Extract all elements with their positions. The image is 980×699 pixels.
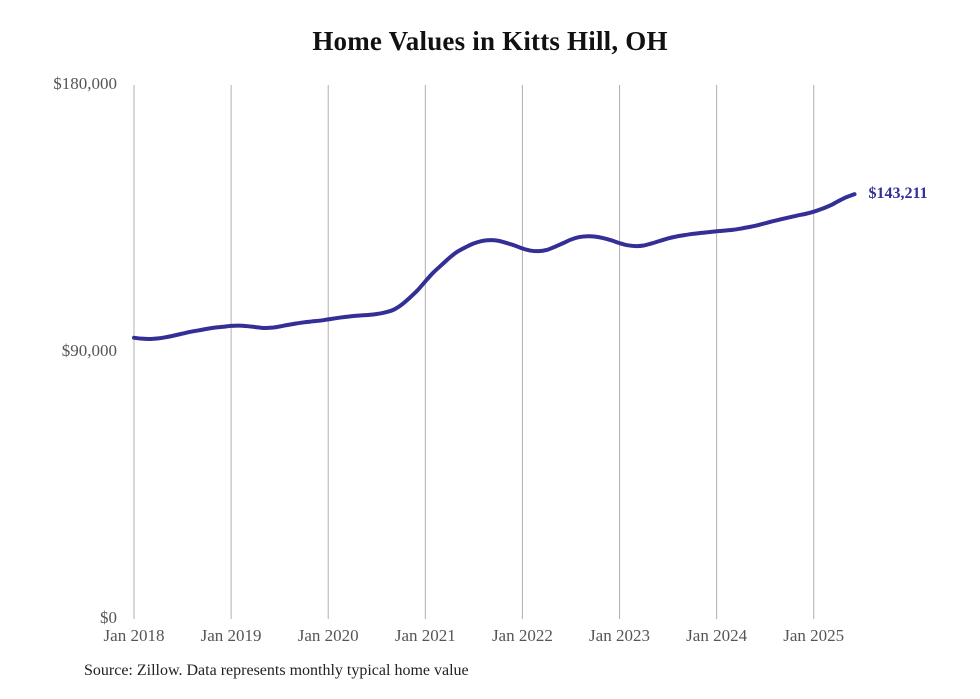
source-note: Source: Zillow. Data represents monthly …	[84, 662, 469, 679]
home-value-line	[132, 192, 857, 341]
x-axis-tick-label: Jan 2023	[589, 626, 650, 645]
x-axis-tick-label: Jan 2018	[103, 626, 165, 645]
endpoint-value-label: $143,211	[868, 185, 928, 203]
y-axis-tick-label: $90,000	[61, 341, 117, 360]
page-title: Home Values in Kitts Hill, OH	[312, 26, 668, 56]
x-axis-tick-label: Jan 2020	[297, 626, 359, 645]
x-axis-tick-label: Jan 2025	[783, 626, 845, 645]
x-axis-tick-label: Jan 2019	[200, 626, 262, 645]
x-axis-tick-label: Jan 2022	[491, 626, 553, 645]
y-axis-tick-label: $0	[100, 608, 117, 627]
y-axis-tick-label: $180,000	[53, 74, 117, 93]
x-axis-tick-label: Jan 2021	[394, 626, 456, 645]
x-axis-tick-label: Jan 2024	[686, 626, 748, 645]
gridlines-group	[133, 85, 815, 619]
